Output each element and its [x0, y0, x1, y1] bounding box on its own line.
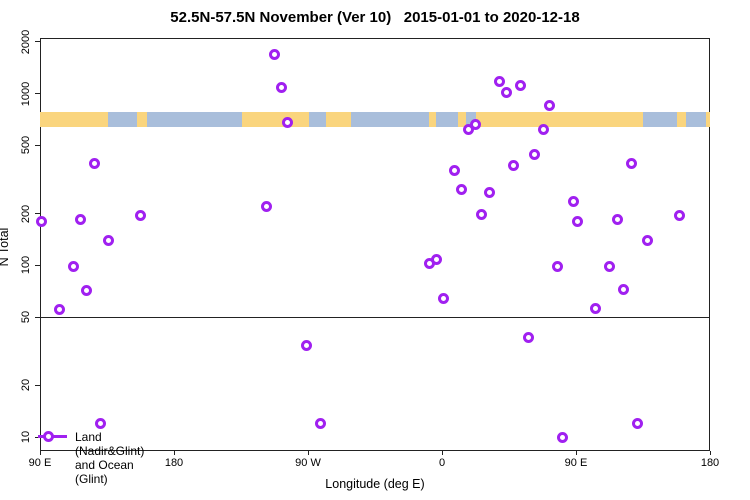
data-point — [522, 332, 534, 344]
data-point — [67, 261, 79, 273]
x-axis-label: Longitude (deg E) — [325, 477, 425, 491]
y-axis-tick-label: 200 — [20, 204, 32, 223]
data-point — [89, 158, 101, 170]
x-axis-tick — [575, 451, 577, 455]
map-band-ocean-segment — [436, 112, 459, 127]
data-point — [94, 418, 106, 429]
data-point — [300, 340, 312, 352]
x-axis-tick-label: 90 W — [295, 457, 321, 469]
data-point — [475, 208, 487, 220]
data-point — [552, 260, 564, 272]
data-point — [449, 165, 461, 177]
data-point — [437, 293, 449, 305]
map-band-land-segment — [40, 112, 109, 127]
data-point — [604, 260, 616, 272]
map-band-land-segment — [136, 112, 148, 127]
map-band-ocean-segment — [147, 112, 243, 127]
data-point — [556, 431, 568, 443]
data-point — [641, 234, 653, 246]
map-band-land-segment — [476, 112, 643, 127]
data-point — [567, 195, 579, 207]
map-band-land-segment — [458, 112, 466, 127]
legend-label: Land (Nadir&Glint) and Ocean (Glint) — [75, 430, 145, 486]
x-axis-tick — [709, 451, 711, 455]
data-point — [538, 124, 550, 136]
data-point — [544, 99, 556, 111]
map-band-land-segment — [428, 112, 437, 127]
y-axis-label: N Total — [0, 227, 11, 267]
reference-line-n50 — [40, 316, 710, 318]
data-point — [53, 304, 65, 316]
data-point — [631, 418, 643, 429]
map-band-land-segment — [677, 112, 687, 127]
y-axis-tick — [35, 144, 40, 146]
data-point — [36, 216, 48, 228]
map-band-land-segment — [242, 112, 310, 127]
map-band-ocean-segment — [686, 112, 706, 127]
x-axis-tick — [173, 451, 175, 455]
y-axis-tick — [35, 316, 40, 318]
data-point — [455, 183, 467, 195]
data-point — [103, 234, 115, 246]
map-band-ocean-segment — [351, 112, 429, 127]
x-axis-tick — [441, 451, 443, 455]
x-axis-tick-label: 90 E — [28, 457, 52, 469]
data-point — [75, 214, 87, 226]
map-band-ocean-segment — [643, 112, 678, 127]
x-axis-tick — [39, 451, 41, 455]
data-point — [590, 303, 602, 315]
y-axis-tick-label: 100 — [20, 256, 32, 275]
data-point — [462, 124, 474, 136]
y-axis-tick-label: 20 — [20, 379, 32, 392]
y-axis-tick — [35, 384, 40, 386]
data-point — [529, 149, 541, 161]
map-band-ocean-segment — [309, 112, 326, 127]
x-axis-tick-label: 90 E — [564, 457, 588, 469]
plot-area — [40, 38, 710, 451]
data-point — [281, 117, 293, 129]
y-axis-tick-label: 50 — [20, 310, 32, 324]
y-axis-tick — [35, 213, 40, 215]
data-point — [269, 48, 281, 60]
y-axis-tick-label: 500 — [20, 136, 32, 155]
y-axis-tick — [35, 436, 40, 438]
data-point — [674, 210, 686, 222]
map-band-land-segment — [705, 112, 710, 127]
data-point — [135, 210, 147, 222]
legend-circle-marker — [43, 431, 54, 442]
data-point — [484, 186, 496, 198]
data-point — [617, 284, 629, 296]
y-axis-tick — [35, 41, 40, 43]
data-point — [626, 158, 638, 170]
map-band-ocean-segment — [108, 112, 137, 127]
data-point — [80, 285, 92, 297]
data-point — [507, 159, 519, 171]
y-axis-tick — [35, 93, 40, 95]
data-point — [315, 418, 327, 429]
data-point — [469, 118, 481, 130]
data-point — [275, 82, 287, 94]
y-axis-tick-label: 1000 — [20, 81, 32, 106]
data-point — [572, 216, 584, 228]
x-axis-tick-label: 0 — [438, 457, 446, 469]
data-point — [612, 214, 624, 226]
x-axis-tick — [307, 451, 309, 455]
y-axis-tick — [35, 264, 40, 266]
data-point — [514, 80, 526, 92]
data-point — [493, 75, 505, 87]
y-axis-tick-label: 2000 — [20, 29, 32, 55]
chart-title: 52.5N-57.5N November (Ver 10) 2015-01-01… — [170, 9, 580, 26]
y-axis-tick-label: 10 — [20, 430, 32, 444]
x-axis-tick-label: 180 — [164, 457, 184, 469]
data-point — [500, 87, 512, 99]
data-point — [430, 254, 442, 266]
x-axis-tick-label: 180 — [700, 457, 720, 469]
data-point — [260, 201, 272, 213]
map-band-land-segment — [325, 112, 352, 127]
